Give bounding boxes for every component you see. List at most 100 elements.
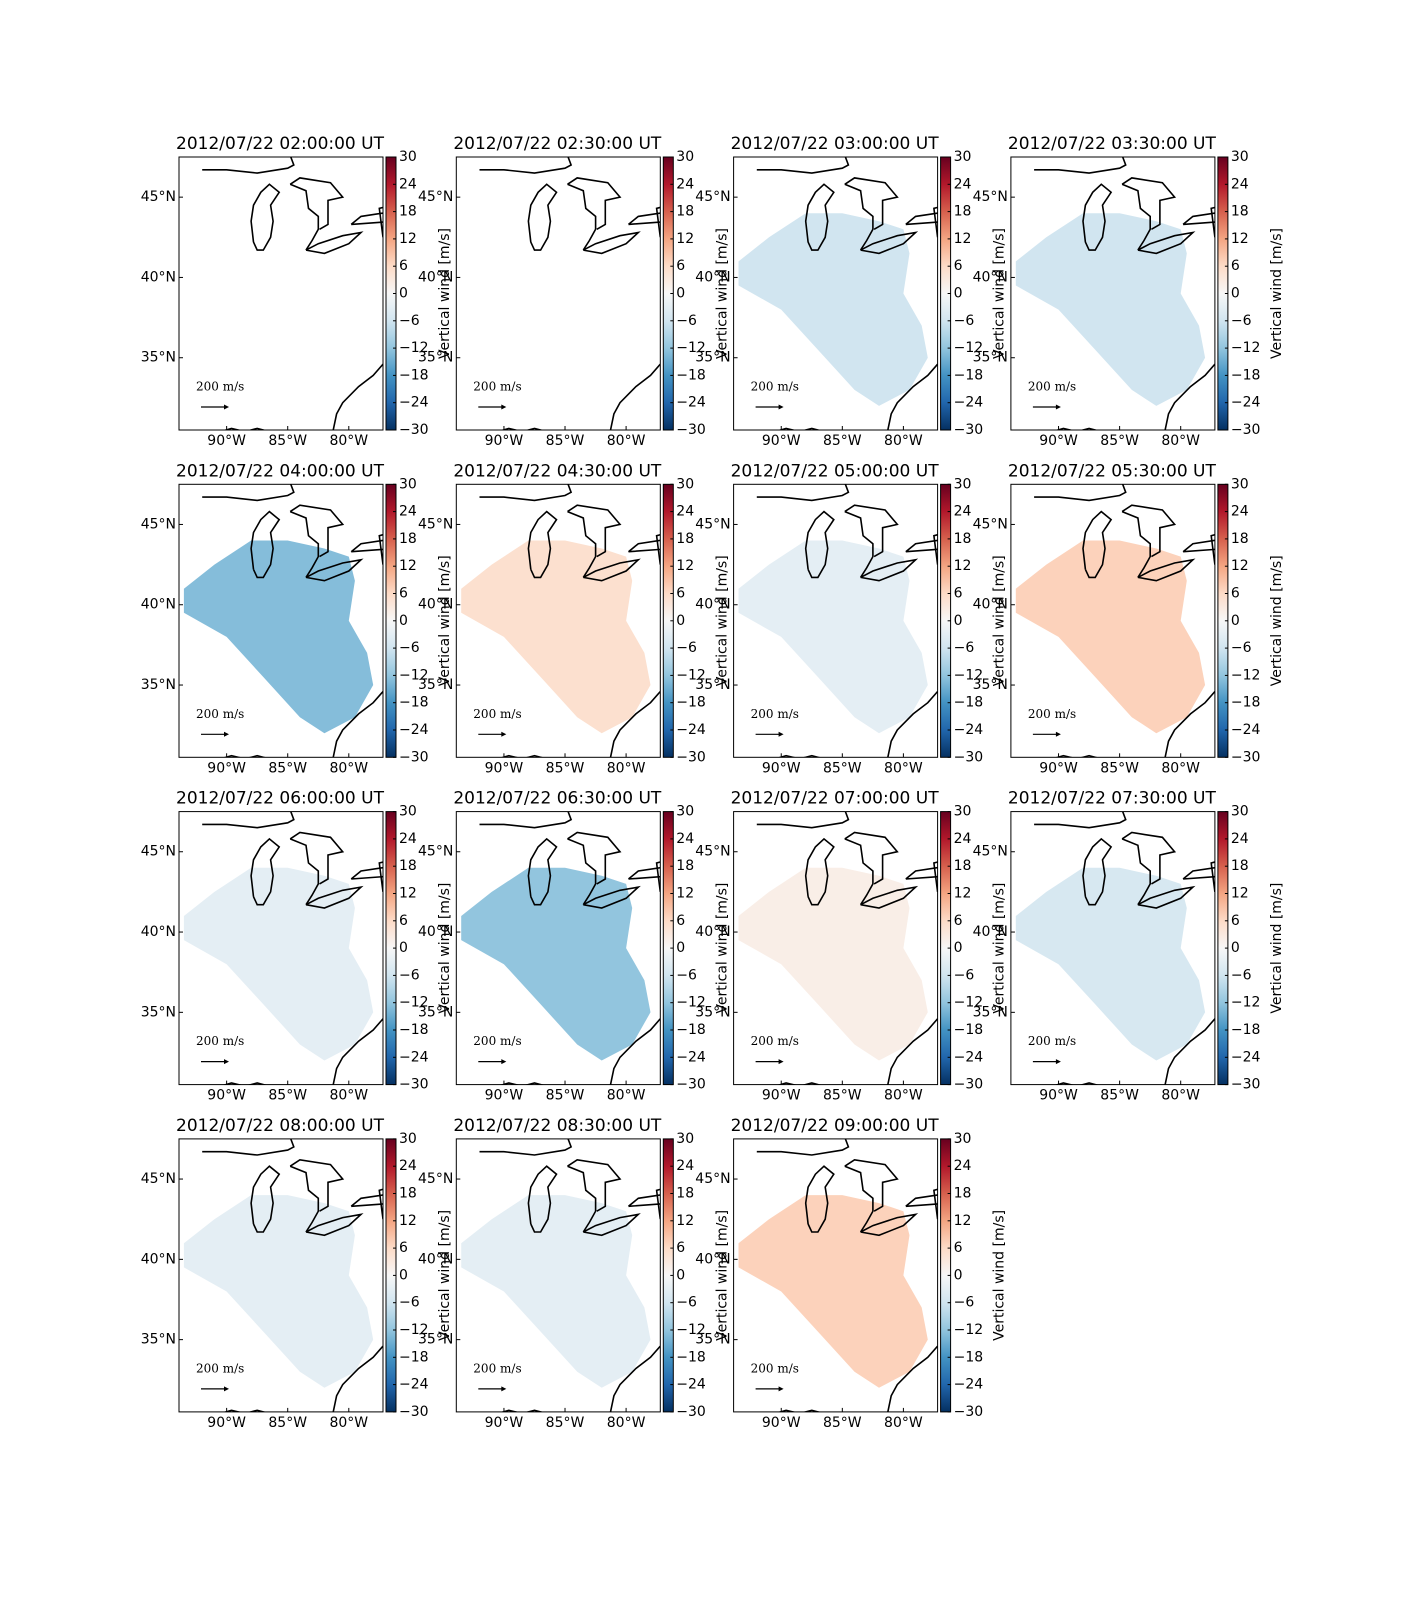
colorbar-tick-label: 30 — [1231, 149, 1249, 165]
colorbar-tick-label: −24 — [1231, 1049, 1261, 1065]
colorbar-tick-label: 18 — [399, 531, 417, 547]
coastline — [777, 1409, 822, 1412]
colorbar-tick-label: 18 — [399, 1186, 417, 1202]
colorbar-tick-label: −24 — [1231, 722, 1261, 738]
colorbar-tick-label: −12 — [954, 995, 984, 1011]
wind-region — [183, 1195, 374, 1388]
panel-title: 2012/07/22 06:00:00 UT — [176, 789, 385, 809]
coastline — [887, 1018, 938, 1085]
colorbar-tick-label: 18 — [954, 858, 972, 874]
colorbar-tick-label: −18 — [1231, 367, 1261, 383]
coastline — [582, 231, 641, 255]
coastline — [860, 1213, 919, 1237]
map-area — [461, 811, 661, 1085]
scale-label: 200 m/s — [751, 707, 799, 721]
colorbar-tick-label: 30 — [676, 149, 694, 165]
colorbar-tick-label: 12 — [676, 231, 694, 247]
map-panel: 2012/07/22 06:00:00 UT 90°W 85°W 80°W 35°N 40… — [141, 789, 453, 1104]
scale-label: 200 m/s — [196, 1361, 244, 1375]
colorbar-tick-label: −30 — [954, 1077, 984, 1093]
y-tick-label: 40°N — [418, 269, 453, 285]
map-panel: 2012/07/22 04:30:00 UT 90°W 85°W 80°W 35°N 40… — [418, 461, 730, 776]
colorbar-tick-label: −30 — [954, 749, 984, 765]
map-panel: 2012/07/22 03:00:00 UT 90°W 85°W 80°W 35°N 40… — [695, 134, 1007, 449]
coastline — [567, 510, 597, 578]
wind-region — [738, 213, 928, 406]
coastline — [1164, 1018, 1215, 1085]
colorbar-tick-label: −30 — [399, 1077, 429, 1093]
colorbar-tick-label: −6 — [954, 313, 975, 329]
map-frame — [1010, 811, 1216, 1086]
y-tick-label: 45°N — [141, 844, 176, 860]
y-tick-label: 35°N — [695, 1004, 730, 1020]
colorbar-tick-label: −30 — [1231, 1077, 1261, 1093]
x-tick-label: 85°W — [1100, 1088, 1139, 1104]
colorbar-tick-label: 18 — [954, 204, 972, 220]
coastline — [1121, 177, 1177, 230]
scale-label: 200 m/s — [1028, 1034, 1076, 1048]
colorbar-tick-label: 12 — [954, 231, 972, 247]
coastline — [250, 1165, 281, 1233]
colorbar-tick-label: 30 — [399, 1131, 417, 1147]
colorbar-tick-label: −6 — [399, 640, 420, 656]
map-frame — [1010, 483, 1216, 758]
coastline — [756, 1138, 850, 1156]
colorbar-tick-label: 0 — [676, 940, 685, 956]
coastline — [289, 1165, 320, 1233]
coastline — [887, 1345, 938, 1412]
colorbar-tick-label: −12 — [399, 995, 429, 1011]
colorbar-tick-label: −12 — [954, 1322, 984, 1338]
colorbar-tick-label: −30 — [676, 1077, 706, 1093]
coastline — [289, 831, 345, 885]
colorbar-label: Vertical wind [m/s] — [714, 555, 730, 686]
map-panel: 2012/07/22 09:00:00 UT 90°W 85°W 80°W 35°N 40… — [695, 1116, 1007, 1431]
colorbar-tick-label: 30 — [676, 476, 694, 492]
y-tick-label: 40°N — [141, 1251, 176, 1267]
coastline — [567, 1158, 622, 1212]
coastline — [567, 504, 622, 558]
map-panel: 2012/07/22 07:00:00 UT 90°W 85°W 80°W 35°N 40… — [695, 789, 1007, 1104]
coastline — [1164, 363, 1215, 430]
map-frame — [733, 156, 939, 431]
panel-title: 2012/07/22 03:30:00 UT — [1008, 134, 1217, 154]
coastline — [567, 1165, 597, 1233]
x-tick-label: 80°W — [329, 1415, 368, 1431]
colorbar-label: Vertical wind [m/s] — [714, 228, 730, 359]
coastline — [582, 558, 641, 582]
panel-title: 2012/07/22 09:00:00 UT — [731, 1116, 940, 1136]
x-tick-label: 80°W — [884, 1415, 923, 1431]
scale-label: 200 m/s — [1028, 380, 1076, 394]
coastline — [655, 206, 661, 238]
coastline — [567, 838, 597, 906]
map-frame — [455, 1138, 661, 1413]
coastline — [1055, 427, 1099, 430]
coastline — [1137, 231, 1196, 255]
scale-arrow-head — [501, 1059, 507, 1065]
colorbar-label: Vertical wind [m/s] — [1269, 555, 1285, 686]
map-area — [738, 1138, 938, 1412]
x-tick-label: 85°W — [268, 760, 307, 776]
colorbar-tick-label: −12 — [954, 667, 984, 683]
coastline — [202, 1138, 295, 1156]
coastline — [305, 885, 364, 909]
coastline — [887, 363, 938, 430]
map-frame — [733, 1138, 939, 1413]
x-tick-label: 85°W — [268, 433, 307, 449]
coastline — [289, 510, 320, 578]
coastline — [655, 861, 661, 893]
colorbar-tick-label: 6 — [399, 1240, 408, 1256]
y-tick-label: 45°N — [695, 516, 730, 532]
colorbar-tick-label: −12 — [399, 340, 429, 356]
map-frame — [733, 483, 939, 758]
colorbar-tick-label: 6 — [1231, 258, 1240, 274]
map-panel: 2012/07/22 08:00:00 UT 90°W 85°W 80°W 35°N 40… — [141, 1116, 453, 1431]
colorbar-tick-label: −6 — [1231, 640, 1252, 656]
colorbar-tick-label: 6 — [676, 258, 685, 274]
coastline — [527, 1165, 558, 1233]
colorbar-tick-label: 6 — [399, 258, 408, 274]
y-tick-label: 35°N — [695, 677, 730, 693]
colorbar-tick-label: 0 — [676, 1267, 685, 1283]
y-tick-label: 45°N — [973, 189, 1008, 205]
y-tick-label: 35°N — [418, 1004, 453, 1020]
coastline — [223, 754, 267, 758]
